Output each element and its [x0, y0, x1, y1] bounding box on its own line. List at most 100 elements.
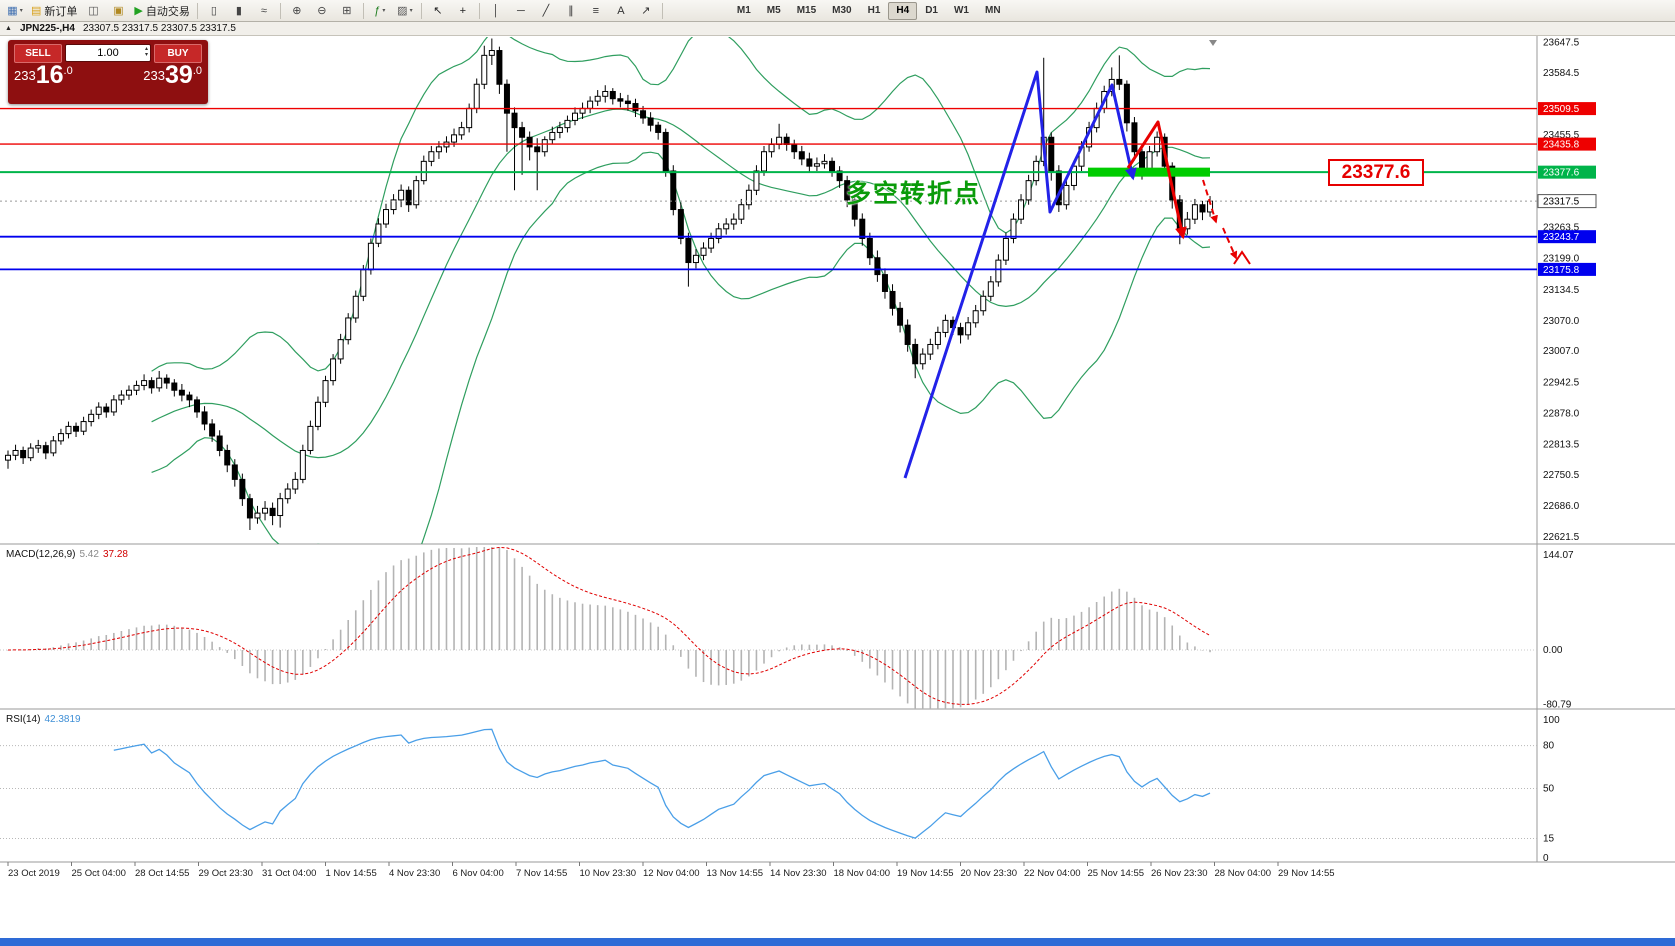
toolbar-separator	[661, 2, 663, 19]
timeframe-m15[interactable]: M15	[796, 4, 817, 16]
cursor-icon[interactable]: ↖	[426, 1, 450, 21]
timeframe-d1[interactable]: D1	[925, 4, 938, 16]
red-dashed-arrow-2[interactable]	[1222, 227, 1238, 260]
chart-ohlc-values: 23307.5 23317.5 23307.5 23317.5	[82, 23, 236, 34]
time-axis-label: 28 Oct 14:55	[135, 868, 189, 879]
templates-icon-caret-icon[interactable]: ▾	[409, 8, 413, 14]
templates-icon[interactable]: ▨ ▾	[393, 1, 417, 21]
new-order-button-label: 新订单	[44, 5, 78, 18]
macd-indicator-label: MACD(12,26,9) 5.42 37.28	[6, 549, 128, 560]
fibonacci-icon[interactable]: ≡	[584, 1, 608, 21]
timeframe-m5[interactable]: M5	[766, 4, 781, 16]
buy-button[interactable]: BUY	[154, 43, 202, 63]
new-chart-button-caret-icon[interactable]: ▾	[19, 8, 23, 14]
new-chart-button[interactable]: ▦ ▾	[3, 1, 27, 21]
price-axis-label: 23455.5	[1543, 130, 1580, 141]
timeframe-m30[interactable]: M30	[832, 4, 852, 16]
blue-zigzag-drawing[interactable]	[903, 70, 1137, 479]
timeframe-toolbar: M1 M5 M15 M30 H1 H4 D1 W1 MN	[729, 1, 1009, 20]
red-caret-drawing[interactable]	[1233, 250, 1251, 265]
spinner-down-icon[interactable]: ▾	[144, 52, 148, 58]
toolbar-separator	[478, 2, 480, 19]
candlestick-chart-icon-glyph: ▮	[235, 5, 242, 17]
text-label-icon-glyph: A	[617, 4, 625, 17]
collapse-panel-arrow[interactable]: ▲	[5, 25, 12, 32]
price-tag-annotation[interactable]: 23377.6	[1328, 159, 1424, 186]
price-axis-label: 23070.0	[1543, 316, 1580, 327]
time-axis-label: 10 Nov 23:30	[580, 868, 637, 879]
vertical-line-icon[interactable]: │	[484, 1, 508, 21]
horizontal-line-icon[interactable]: ─	[509, 1, 533, 21]
arrow-object-icon-glyph: ↗	[641, 5, 651, 17]
sell-button[interactable]: SELL	[14, 43, 62, 63]
line-chart-icon-glyph: ≈	[260, 4, 267, 17]
spinner-up-icon[interactable]: ▴	[144, 46, 148, 52]
bollinger-bands	[151, 37, 1211, 544]
taskbar[interactable]	[0, 938, 1675, 946]
price-axis-label: 23584.5	[1543, 68, 1580, 79]
arrow-object-icon[interactable]: ↗	[634, 1, 658, 21]
time-axis-label: 19 Nov 14:55	[897, 868, 954, 879]
macd-name: MACD(12,26,9)	[6, 549, 76, 560]
rsi-axis-label: 100	[1543, 715, 1560, 726]
new-chart-glyph: ▦	[7, 5, 18, 17]
time-axis-label: 12 Nov 04:00	[643, 868, 700, 879]
trendline-icon[interactable]: ╱	[534, 1, 558, 21]
volume-value: 1.00	[97, 47, 119, 59]
chart-window-icon-glyph: ◫	[88, 5, 99, 17]
timeframe-m1[interactable]: M1	[736, 4, 751, 16]
price-axis-label: 23263.5	[1543, 223, 1580, 234]
time-axis-label: 14 Nov 23:30	[770, 868, 827, 879]
time-axis-label: 13 Nov 14:55	[707, 868, 764, 879]
timeframe-h1[interactable]: H1	[867, 4, 881, 16]
price-axis-tag: 23435.8	[1543, 140, 1580, 151]
rsi-value: 42.3819	[44, 714, 81, 725]
time-axis-label: 7 Nov 14:55	[516, 868, 567, 879]
time-axis-label: 23 Oct 2019	[8, 868, 60, 879]
candles-layer	[5, 38, 1214, 530]
zoom-in-icon[interactable]: ⊕	[285, 1, 309, 21]
channel-icon[interactable]: ∥	[559, 1, 583, 21]
red-zigzag-drawing[interactable]	[1126, 120, 1187, 240]
horizontal-line-icon-glyph: ─	[516, 4, 525, 17]
turning-point-annotation[interactable]: 多空转折点	[846, 180, 982, 208]
timeframe-mn[interactable]: MN	[984, 4, 1001, 16]
price-axis-tag: 23243.7	[1543, 232, 1580, 243]
price-axis-tag: 23317.5	[1543, 197, 1580, 208]
volume-input[interactable]: 1.00 ▴ ▾	[65, 44, 151, 62]
crosshair-icon[interactable]: +	[451, 1, 475, 21]
channel-icon-glyph: ∥	[568, 5, 574, 17]
indicators-icon[interactable]: ƒ ▾	[368, 1, 392, 21]
text-label-icon[interactable]: A	[609, 1, 633, 21]
buy-price-big-digits: 39	[165, 61, 193, 89]
price-axis-label: 22750.5	[1543, 470, 1580, 481]
time-axis-label: 29 Nov 14:55	[1278, 868, 1335, 879]
sell-price: 233 16.0	[14, 63, 73, 88]
horizontal-level-lines	[0, 107, 1537, 271]
price-axis-label: 22621.5	[1543, 532, 1580, 543]
cursor-icon-glyph: ↖	[433, 5, 443, 17]
alerts-icon[interactable]: ▣	[106, 1, 130, 21]
price-axis-label: 22878.0	[1543, 408, 1580, 419]
bar-chart-icon-glyph: ▯	[210, 5, 217, 17]
autotrading-button[interactable]: ▶ 自动交易	[131, 1, 192, 21]
timeframe-h4[interactable]: H4	[888, 1, 918, 20]
chart-window-icon[interactable]: ◫	[81, 1, 105, 21]
volume-spinner[interactable]: ▴ ▾	[145, 46, 148, 58]
green-highlight-bar[interactable]	[1088, 167, 1210, 177]
zoom-out-icon[interactable]: ⊖	[310, 1, 334, 21]
rsi-axis-label: 50	[1543, 784, 1555, 795]
new-order-button[interactable]: ▤ 新订单	[28, 1, 80, 21]
candlestick-chart-icon[interactable]: ▮	[227, 1, 251, 21]
price-axis-label: 23134.5	[1543, 285, 1580, 296]
red-dashed-arrow-1[interactable]	[1202, 179, 1218, 224]
bar-chart-icon[interactable]: ▯	[202, 1, 226, 21]
indicators-icon-caret-icon[interactable]: ▾	[382, 8, 386, 14]
toolbar-separator	[196, 2, 198, 19]
tile-windows-icon[interactable]: ⊞	[335, 1, 359, 21]
chart-shift-marker[interactable]	[1209, 40, 1217, 46]
line-chart-icon[interactable]: ≈	[252, 1, 276, 21]
timeframe-w1[interactable]: W1	[953, 4, 969, 16]
